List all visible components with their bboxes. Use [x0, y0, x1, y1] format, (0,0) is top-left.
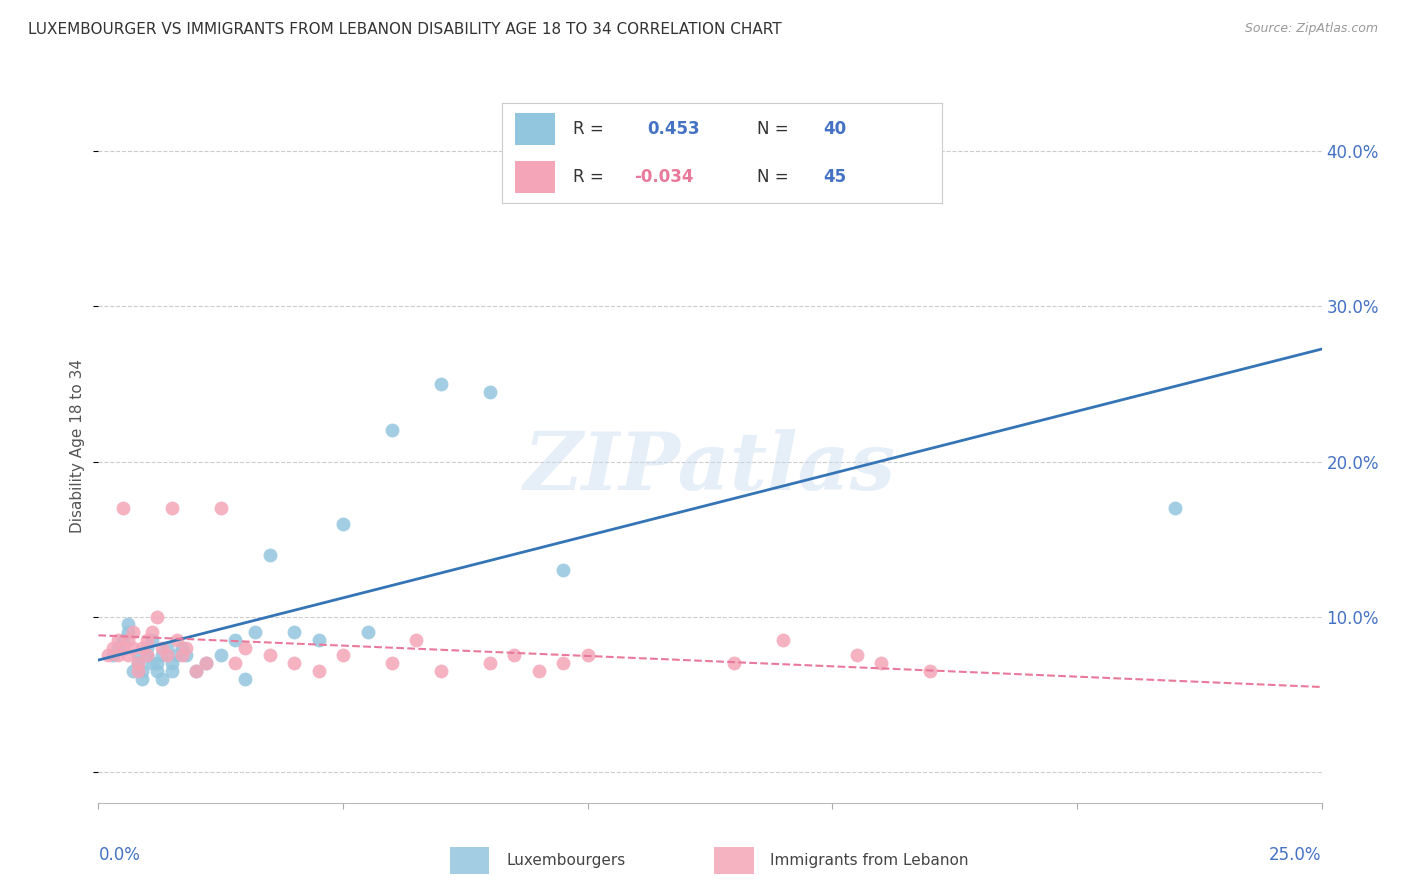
Text: 25.0%: 25.0% — [1270, 846, 1322, 863]
Point — [141, 632, 163, 647]
Point — [772, 632, 794, 647]
Point — [332, 648, 354, 663]
Point — [131, 664, 153, 678]
Point — [356, 625, 378, 640]
Y-axis label: Disability Age 18 to 34: Disability Age 18 to 34 — [70, 359, 86, 533]
Point — [127, 648, 149, 663]
Point — [150, 672, 173, 686]
Point — [259, 648, 281, 663]
Text: Luxembourgers: Luxembourgers — [506, 854, 626, 868]
Point — [170, 640, 193, 655]
Point — [111, 640, 134, 655]
Point — [553, 656, 575, 670]
Point — [111, 632, 134, 647]
Point — [117, 632, 139, 647]
Text: 0.0%: 0.0% — [98, 846, 141, 863]
Point — [233, 640, 256, 655]
Point — [156, 648, 179, 663]
Point — [430, 376, 453, 391]
Point — [478, 656, 501, 670]
Point — [160, 501, 183, 516]
Point — [723, 656, 745, 670]
Point — [136, 632, 159, 647]
FancyBboxPatch shape — [714, 847, 754, 874]
Point — [141, 625, 163, 640]
Point — [97, 648, 120, 663]
Point — [107, 632, 129, 647]
Point — [166, 648, 188, 663]
Point — [150, 648, 173, 663]
Point — [117, 617, 139, 632]
Point — [150, 640, 173, 655]
Point — [381, 424, 404, 438]
Point — [131, 672, 153, 686]
Point — [209, 648, 232, 663]
Point — [117, 648, 139, 663]
Point — [170, 648, 193, 663]
Point — [117, 625, 139, 640]
Point — [1164, 501, 1187, 516]
Point — [195, 656, 218, 670]
Point — [136, 640, 159, 655]
Point — [101, 640, 124, 655]
Point — [845, 648, 868, 663]
Point — [156, 640, 179, 655]
Text: ZIPatlas: ZIPatlas — [524, 429, 896, 506]
Text: LUXEMBOURGER VS IMMIGRANTS FROM LEBANON DISABILITY AGE 18 TO 34 CORRELATION CHAR: LUXEMBOURGER VS IMMIGRANTS FROM LEBANON … — [28, 22, 782, 37]
Point — [224, 632, 246, 647]
Point — [259, 548, 281, 562]
Point — [111, 501, 134, 516]
Point — [576, 648, 599, 663]
Point — [146, 656, 169, 670]
Point — [141, 656, 163, 670]
Point — [160, 664, 183, 678]
Point — [127, 656, 149, 670]
Point — [527, 664, 550, 678]
Point — [478, 384, 501, 399]
Point — [121, 664, 143, 678]
Point — [166, 632, 188, 647]
Point — [503, 648, 526, 663]
Point — [127, 656, 149, 670]
Point — [107, 648, 129, 663]
Text: Immigrants from Lebanon: Immigrants from Lebanon — [770, 854, 969, 868]
Point — [243, 625, 266, 640]
Point — [224, 656, 246, 670]
Point — [131, 640, 153, 655]
Point — [308, 664, 330, 678]
Point — [553, 563, 575, 577]
Point — [121, 640, 143, 655]
Point — [136, 648, 159, 663]
Point — [195, 656, 218, 670]
Point — [405, 632, 427, 647]
Point — [146, 609, 169, 624]
Point — [186, 664, 208, 678]
Point — [136, 648, 159, 663]
Point — [121, 625, 143, 640]
Point — [233, 672, 256, 686]
Point — [209, 501, 232, 516]
Point — [381, 656, 404, 670]
Point — [332, 516, 354, 531]
Point — [101, 648, 124, 663]
Point — [920, 664, 942, 678]
Point — [160, 656, 183, 670]
Point — [146, 664, 169, 678]
Point — [186, 664, 208, 678]
Point — [870, 656, 893, 670]
FancyBboxPatch shape — [450, 847, 489, 874]
Point — [283, 656, 305, 670]
Point — [176, 640, 198, 655]
Point — [430, 664, 453, 678]
Point — [107, 640, 129, 655]
Text: Source: ZipAtlas.com: Source: ZipAtlas.com — [1244, 22, 1378, 36]
Point — [283, 625, 305, 640]
Point — [308, 632, 330, 647]
Point — [176, 648, 198, 663]
Point — [127, 664, 149, 678]
